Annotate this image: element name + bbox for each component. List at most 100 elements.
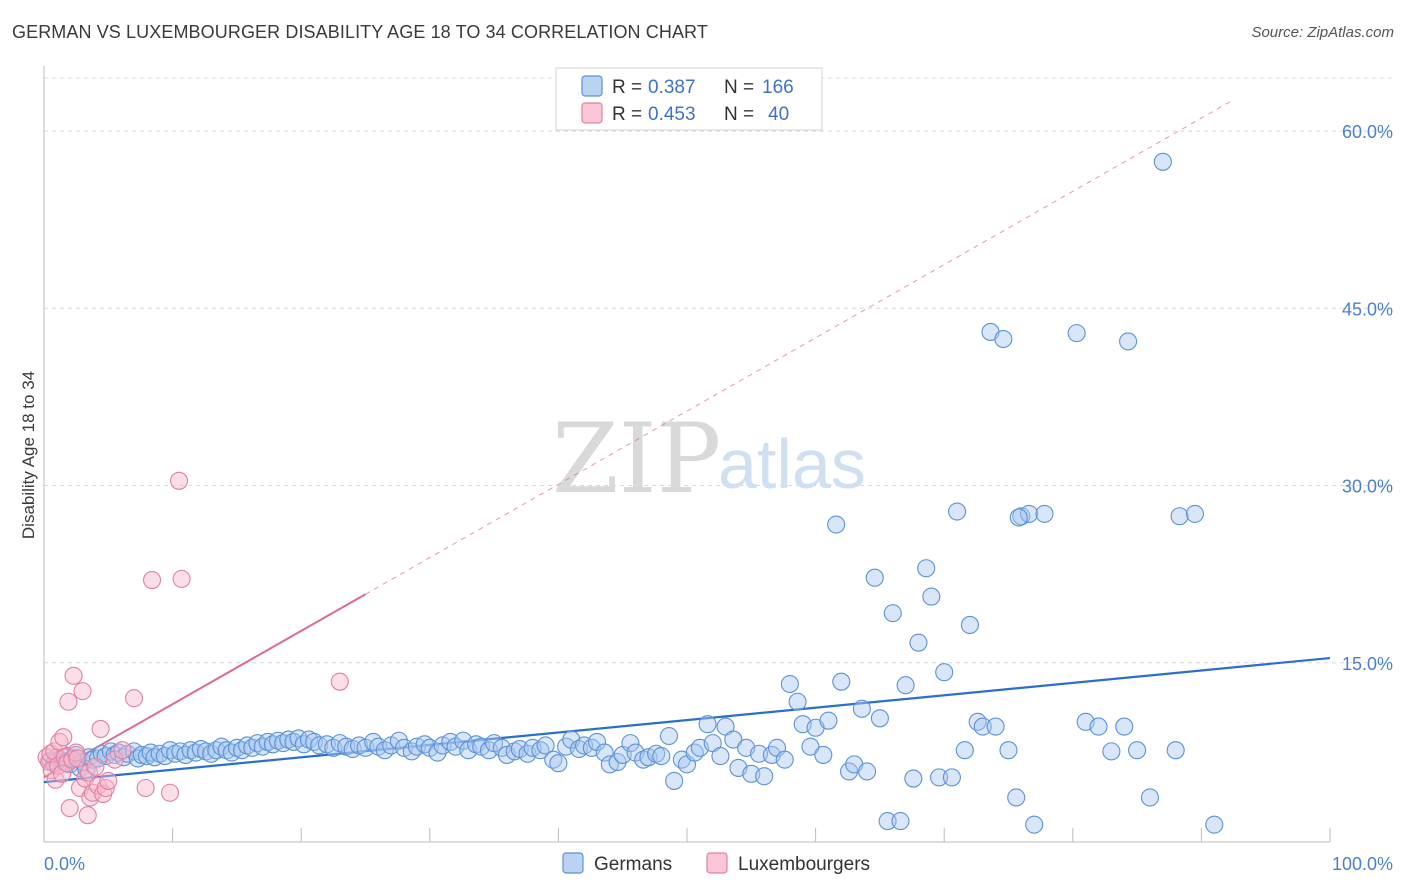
german-point-137 (814, 745, 833, 764)
german-point-121 (711, 747, 730, 766)
lux-point-29 (96, 778, 115, 798)
legend-label-germans: Germans (594, 854, 672, 875)
german-point-39 (207, 741, 226, 760)
lux-point-15 (64, 666, 83, 685)
lux-point-19 (73, 682, 92, 701)
german-point-151 (904, 769, 923, 788)
german-point-40 (212, 737, 231, 756)
lux-point-34 (136, 778, 155, 798)
german-point-96 (549, 754, 568, 773)
y-axis-label: Disability Age 18 to 34 (19, 371, 38, 539)
german-point-177 (1185, 504, 1205, 523)
legend-n-label-germans: N = (724, 77, 759, 98)
german-point-169 (1020, 504, 1039, 523)
legend-r-value-germans: 0.387 (648, 77, 696, 98)
german-point-113 (659, 726, 679, 746)
german-point-173 (1119, 332, 1138, 351)
german-point-183 (1128, 741, 1147, 760)
german-point-112 (652, 747, 671, 766)
german-point-156 (935, 663, 954, 682)
german-point-165 (994, 329, 1013, 349)
german-point-158 (948, 502, 967, 521)
x-tick-label-max: 100.0% (1332, 854, 1393, 874)
legend-swatch-germans (581, 75, 603, 97)
lux-point-37 (169, 471, 189, 490)
german-point-59 (310, 736, 329, 755)
legend-swatch-bottom-luxembourgers (706, 852, 728, 874)
lux-trend-extension (365, 101, 1231, 595)
gridlines (44, 77, 1393, 664)
german-point-38 (202, 744, 221, 763)
german-point-75 (415, 735, 434, 754)
german-point-119 (698, 715, 717, 734)
lux-point-30 (99, 771, 118, 790)
german-point-107 (621, 734, 640, 753)
x-tick-label-min: 0.0% (44, 854, 85, 874)
lux-point-9 (54, 728, 73, 747)
legend-n-label-luxembourgers: N = (724, 104, 759, 125)
lux-point-21 (78, 806, 97, 825)
lux-point-38 (172, 569, 191, 588)
watermark-zip: ZIP (552, 403, 721, 515)
german-point-138 (819, 711, 838, 730)
german-point-155 (930, 768, 949, 787)
german-point-182 (1115, 717, 1134, 736)
german-point-132 (780, 674, 799, 694)
axes (43, 66, 1331, 843)
lux-point-17 (68, 749, 87, 768)
lux-points (37, 471, 349, 825)
lux-point-11 (58, 754, 77, 773)
legend-r-label-luxembourgers: R = (612, 104, 647, 125)
lux-point-13 (60, 799, 79, 818)
watermark: ZIP atlas (552, 403, 866, 515)
german-point-144 (857, 762, 877, 781)
german-point-167 (1007, 788, 1026, 807)
legend-label-luxembourgers: Luxembourgers (738, 854, 870, 875)
german-point-174 (1035, 504, 1054, 523)
lux-point-16 (67, 743, 86, 762)
legend-n-value-germans: 166 (762, 77, 794, 98)
y-tick-label-2: 45.0% (1342, 299, 1393, 319)
german-point-154 (922, 587, 941, 606)
german-point-150 (896, 676, 915, 695)
stats-legend: R = 0.387 N = 166 R = 0.453 N = 40 (555, 67, 823, 131)
lux-point-33 (124, 689, 144, 708)
lux-point-12 (59, 692, 78, 711)
german-point-175 (1009, 508, 1028, 527)
german-point-185 (1166, 741, 1185, 760)
lux-point-36 (160, 783, 180, 802)
german-point-103 (595, 743, 614, 762)
german-point-135 (801, 737, 820, 756)
lux-point-4 (45, 742, 64, 761)
german-point-140 (832, 672, 851, 691)
german-point-180 (1089, 717, 1108, 736)
chart-title: GERMAN VS LUXEMBOURGER DISABILITY AGE 18… (12, 22, 708, 42)
legend-swatch-luxembourgers (581, 102, 603, 124)
german-point-99 (569, 739, 589, 759)
source-label: Source: ZipAtlas.com (1251, 24, 1394, 41)
german-points (41, 152, 1224, 834)
german-point-159 (955, 741, 974, 760)
legend-n-value-luxembourgers: 40 (768, 104, 789, 125)
german-point-181 (1102, 742, 1121, 761)
y-tick-labels: 15.0% 30.0% 45.0% 60.0% (1342, 122, 1393, 674)
legend-r-label-germans: R = (612, 77, 647, 98)
german-point-157 (942, 768, 961, 787)
lux-point-32 (113, 741, 132, 760)
lux-point-35 (142, 571, 162, 590)
y-tick-label-0: 15.0% (1342, 654, 1393, 674)
german-point-160 (960, 615, 979, 635)
german-point-139 (827, 515, 846, 534)
y-tick-label-3: 60.0% (1342, 122, 1393, 142)
german-point-131 (775, 750, 794, 769)
lux-point-31 (105, 750, 124, 769)
lux-point-39 (330, 672, 349, 691)
german-trend-line (43, 656, 1331, 784)
german-point-172 (1067, 324, 1086, 343)
lux-point-25 (86, 757, 105, 776)
german-point-149 (891, 812, 910, 831)
german-point-133 (788, 692, 807, 711)
german-point-128 (755, 767, 774, 786)
german-point-164 (986, 717, 1005, 736)
watermark-atlas: atlas (718, 425, 866, 503)
